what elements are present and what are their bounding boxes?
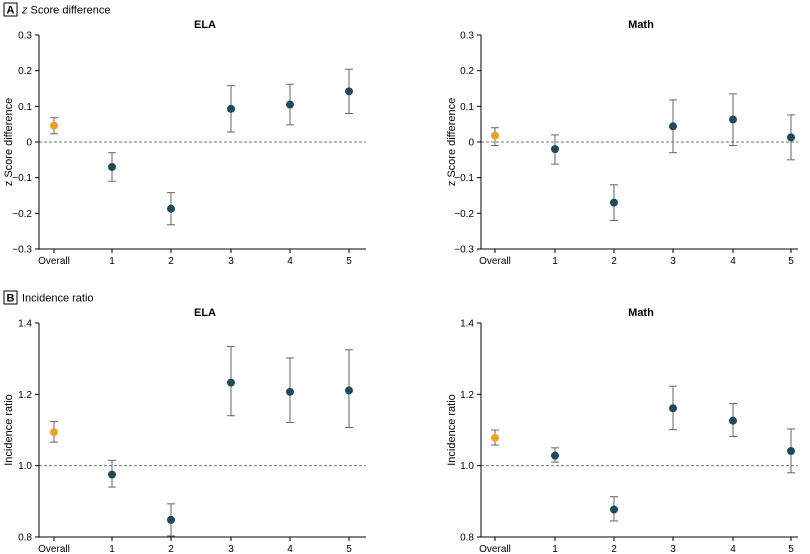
point-grade-2 [610, 505, 618, 514]
x-tick-label: 1 [552, 544, 558, 554]
y-tick-label: 0.8 [18, 533, 32, 544]
y-axis-label: Incidence ratio [446, 394, 458, 466]
panel-a-title-rest: Score difference [28, 5, 111, 17]
chart-a-ela: ELA z Score difference 0.3 0.2 0.1 0 −0.1 −0.2 −… [3, 19, 366, 267]
panel-a-title-italic: z [21, 5, 28, 17]
y-tick-label: 0.2 [460, 66, 474, 77]
x-tick-label: Overall [479, 544, 511, 554]
y-tick-label: 0.1 [460, 102, 474, 113]
x-tick-label: 3 [670, 256, 676, 267]
y-tick-label: −0.3 [454, 245, 474, 256]
panel-a-title: z Score difference [21, 5, 110, 17]
panel-b-letter: B [7, 293, 15, 305]
y-tick-label: 0.3 [18, 31, 32, 42]
x-tick-label: 4 [287, 544, 293, 554]
chart-title: Math [628, 307, 654, 319]
x-tick-label: 1 [109, 544, 115, 554]
point-grade-4 [286, 100, 294, 109]
point-grade-4 [729, 416, 737, 425]
y-tick-label: 1.2 [18, 390, 32, 401]
y-tick-label: 0.1 [18, 102, 32, 113]
y-tick-label: −0.1 [12, 173, 32, 184]
x-tick-label: 5 [346, 544, 352, 554]
x-tick-label: 4 [287, 256, 293, 267]
y-tick-label: 0.8 [460, 533, 474, 544]
y-tick-label: −0.2 [12, 209, 32, 220]
x-tick-label: Overall [38, 256, 70, 267]
y-axis-label: z Score difference [446, 98, 458, 186]
point-overall [491, 131, 499, 140]
point-grade-2 [167, 515, 175, 524]
y-tick-label: 1.2 [460, 390, 474, 401]
panel-b-letter-box [3, 290, 18, 305]
y-tick-label: 1.4 [460, 319, 474, 330]
y-tick-label: −0.2 [454, 209, 474, 220]
point-grade-5 [787, 447, 795, 456]
x-tick-label: 4 [730, 544, 736, 554]
y-tick-label: 1.0 [460, 461, 474, 472]
point-grade-4 [286, 387, 294, 396]
x-tick-label: 5 [788, 544, 794, 554]
y-tick-label: −0.3 [12, 245, 32, 256]
point-grade-1 [108, 162, 116, 171]
x-tick-label: 4 [730, 256, 736, 267]
point-grade-5 [345, 87, 353, 96]
chart-b-ela: ELA Incidence ratio 1.4 1.2 1.0 0.8 Overall 1 2 3… [3, 307, 366, 554]
x-tick-label: 2 [611, 256, 617, 267]
point-grade-1 [551, 145, 559, 154]
point-grade-4 [729, 115, 737, 124]
x-tick-label: 3 [228, 544, 234, 554]
x-tick-label: Overall [479, 256, 511, 267]
x-tick-label: 3 [228, 256, 234, 267]
point-overall [491, 433, 499, 442]
x-tick-label: 2 [168, 544, 174, 554]
point-grade-3 [669, 122, 677, 131]
panel-a-letter-box [3, 2, 18, 17]
point-grade-3 [227, 378, 235, 387]
panel-b-title: Incidence ratio [22, 293, 94, 305]
y-tick-label: 0 [468, 138, 474, 149]
point-grade-3 [227, 104, 235, 113]
chart-title: Math [628, 19, 654, 31]
x-tick-label: 5 [788, 256, 794, 267]
x-tick-label: 3 [670, 544, 676, 554]
point-overall [50, 121, 58, 130]
chart-title: ELA [194, 307, 216, 319]
x-tick-label: 1 [109, 256, 115, 267]
point-grade-1 [551, 451, 559, 460]
point-grade-1 [108, 470, 116, 479]
point-grade-3 [669, 404, 677, 413]
y-axis-label: z Score difference [3, 98, 15, 186]
point-grade-2 [167, 204, 175, 213]
point-overall [50, 428, 58, 437]
x-tick-label: 2 [168, 256, 174, 267]
point-grade-2 [610, 198, 618, 207]
y-tick-label: 1.0 [18, 461, 32, 472]
point-grade-5 [787, 133, 795, 142]
point-grade-5 [345, 386, 353, 395]
chart-title: ELA [194, 19, 216, 31]
chart-b-math: Math Incidence ratio 1.4 1.2 1.0 0.8 Overall 1 2… [446, 307, 798, 554]
x-tick-label: Overall [38, 544, 70, 554]
x-tick-label: 5 [346, 256, 352, 267]
chart-a-math: Math z Score difference 0.3 0.2 0.1 0 −0.1 −0.2… [446, 19, 798, 267]
x-tick-label: 2 [611, 544, 617, 554]
panel-a-letter: A [7, 5, 15, 17]
y-axis-label: Incidence ratio [3, 394, 15, 466]
y-tick-label: 0.2 [18, 66, 32, 77]
y-tick-label: −0.1 [454, 173, 474, 184]
panel-a-header: A z Score difference [3, 2, 110, 17]
y-tick-label: 0 [26, 138, 32, 149]
panel-b-header: B Incidence ratio [3, 290, 94, 305]
x-tick-label: 1 [552, 256, 558, 267]
y-tick-label: 0.3 [460, 31, 474, 42]
y-tick-label: 1.4 [18, 319, 32, 330]
